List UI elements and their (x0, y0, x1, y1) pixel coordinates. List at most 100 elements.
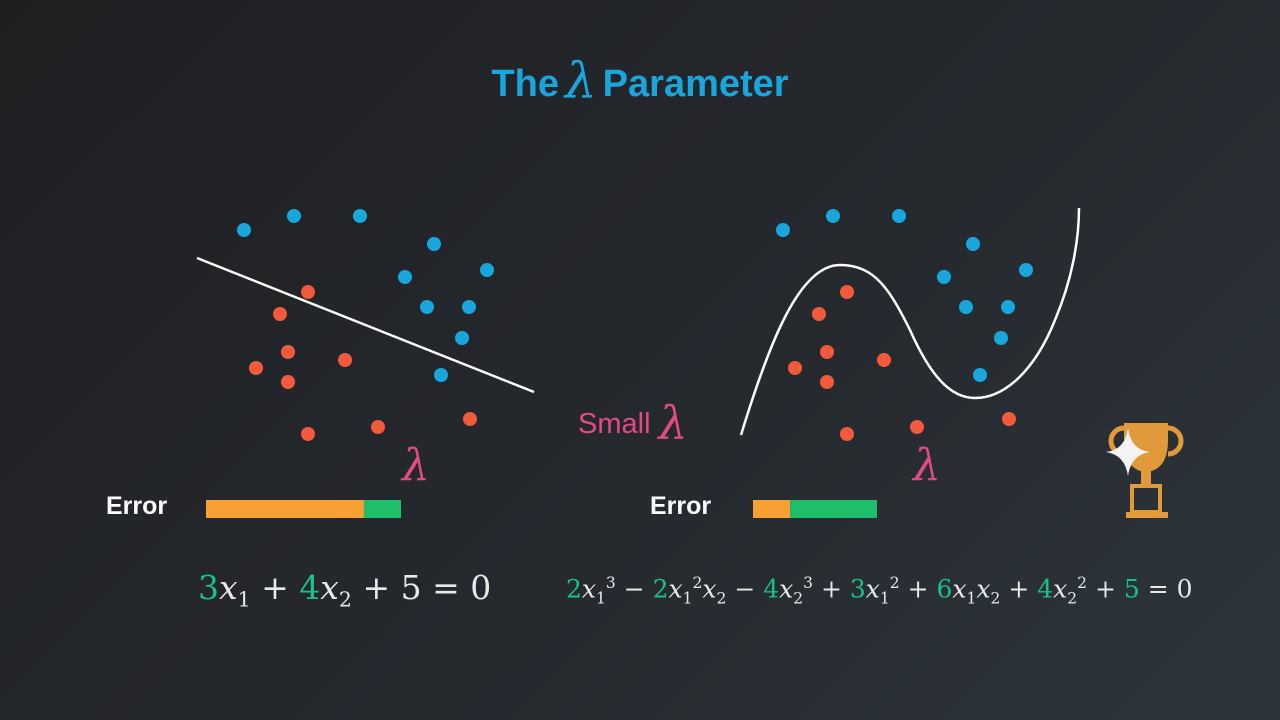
left-point-red (301, 285, 315, 299)
page-title: The λ Parameter (0, 52, 1280, 110)
right-point-blue (826, 209, 840, 223)
left-point-blue (287, 209, 301, 223)
eq2-op: − (734, 574, 756, 604)
eq2-sup: 2 (692, 574, 703, 592)
eq2-equals: = 0 (1147, 574, 1193, 604)
title-lambda: λ (564, 52, 597, 110)
left-point-blue (462, 300, 476, 314)
left-point-red (301, 427, 315, 441)
linear-boundary (196, 256, 535, 394)
eq2-op: − (623, 574, 645, 604)
left-point-red (371, 420, 385, 434)
eq2-op: + (820, 574, 842, 604)
left-error-bar-orange (206, 500, 364, 518)
right-point-blue (1019, 263, 1033, 277)
eq2-var: x (976, 574, 991, 604)
eq2-sub: 2 (990, 589, 1001, 608)
eq2-var: x (952, 574, 967, 604)
eq2-sup: 3 (605, 574, 616, 592)
left-error-label: Error (106, 492, 168, 520)
eq2-op: + (1008, 574, 1030, 604)
right-point-blue (973, 368, 987, 382)
eq2-sub: 1 (879, 589, 890, 608)
left-point-red (273, 307, 287, 321)
eq1-equals: = 0 (432, 568, 492, 607)
right-point-blue (959, 300, 973, 314)
eq2-sub: 1 (596, 589, 606, 608)
left-point-red (281, 375, 295, 389)
left-point-blue (434, 368, 448, 382)
left-point-blue (427, 237, 441, 251)
eq2-var: x (865, 574, 880, 604)
right-error-label: Error (650, 492, 712, 520)
eq2-var: x (779, 574, 794, 604)
eq2-sub: 2 (793, 589, 804, 608)
eq2-op: + (1094, 574, 1116, 604)
eq1-sub-1: 1 (237, 587, 251, 612)
left-point-red (463, 412, 477, 426)
eq1-var-1: x (219, 568, 238, 607)
eq2-coef-7: 5 (1123, 574, 1140, 604)
eq2-sub: 1 (682, 589, 693, 608)
right-point-red (1002, 412, 1016, 426)
left-point-red (338, 353, 352, 367)
eq2-coef-3: 4 (763, 574, 780, 604)
eq2-var: x (581, 574, 597, 604)
left-scatter (237, 209, 494, 441)
right-point-red (910, 420, 924, 434)
eq1-op-1: + (261, 568, 289, 607)
trophy-icon (1108, 423, 1184, 518)
eq1-coef-1: 3 (198, 568, 219, 607)
left-point-blue (353, 209, 367, 223)
right-point-blue (966, 237, 980, 251)
left-point-blue (455, 331, 469, 345)
eq1-var-2: x (320, 568, 339, 607)
curved-boundary (739, 207, 1081, 436)
eq2-var: x (1053, 574, 1068, 604)
eq2-var: x (668, 574, 683, 604)
right-point-blue (892, 209, 906, 223)
right-error-bar-green (790, 500, 877, 518)
eq2-coef-1: 2 (566, 574, 582, 604)
eq1-sub-2: 2 (338, 587, 352, 612)
right-scatter (776, 209, 1033, 441)
right-point-blue (1001, 300, 1015, 314)
left-point-blue (480, 263, 494, 277)
right-point-blue (994, 331, 1008, 345)
eq2-sup: 3 (803, 574, 813, 592)
left-point-blue (398, 270, 412, 284)
right-point-red (812, 307, 826, 321)
right-error-bar-orange (753, 500, 791, 518)
polynomial-equation: 2x13 − 2x12x2 − 4x23 + 3x12 + 6x1x2 + 4x… (566, 574, 1193, 607)
eq1-const: 5 (400, 568, 422, 607)
eq2-sub: 2 (716, 589, 727, 608)
linear-equation: 3x1 + 4x2 + 5 = 0 (198, 568, 491, 612)
left-point-blue (420, 300, 434, 314)
left-point-blue (237, 223, 251, 237)
eq2-coef-4: 3 (849, 574, 866, 604)
left-error-bar-green (363, 500, 401, 518)
left-lambda: λ (402, 440, 430, 491)
eq2-sup: 2 (889, 574, 900, 592)
eq2-coef-6: 4 (1037, 574, 1054, 604)
sparkle-icon (1106, 428, 1150, 476)
right-point-red (820, 345, 834, 359)
left-point-red (249, 361, 263, 375)
eq2-sup: 2 (1077, 574, 1087, 592)
small-lambda-text: Small (578, 408, 651, 440)
eq2-coef-2: 2 (652, 574, 669, 604)
right-point-red (840, 427, 854, 441)
eq2-op: + (907, 574, 929, 604)
eq2-sub: 2 (1067, 589, 1078, 608)
small-lambda-label: Small λ (578, 396, 688, 450)
right-point-blue (937, 270, 951, 284)
eq2-sub: 1 (966, 589, 977, 608)
title-prefix: The (491, 63, 559, 105)
eq1-op-2: + (362, 568, 391, 607)
small-lambda-symbol: λ (658, 396, 688, 450)
right-point-red (820, 375, 834, 389)
right-point-red (877, 353, 891, 367)
eq2-coef-5: 6 (936, 574, 953, 604)
eq2-var: x (702, 574, 717, 604)
